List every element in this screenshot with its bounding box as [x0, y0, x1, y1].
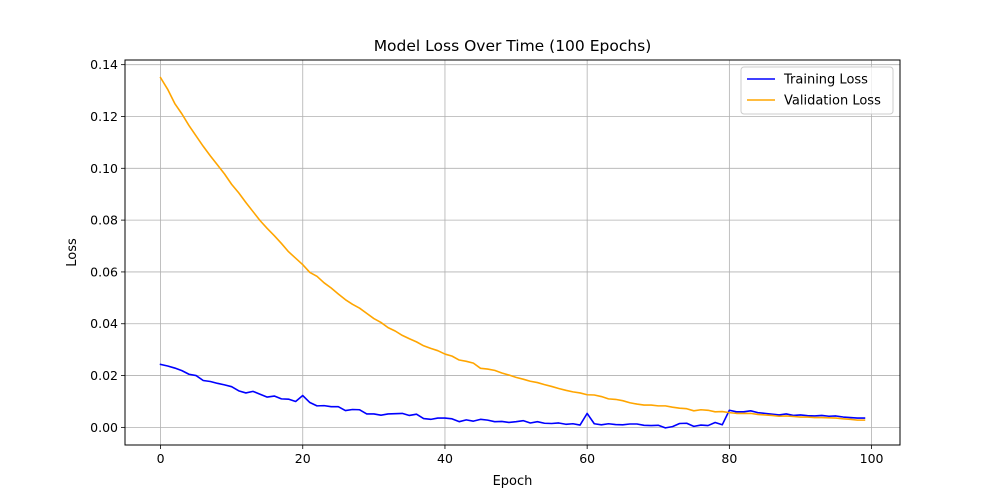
- legend-box: [740, 66, 894, 115]
- y-tick-label: 0.12: [90, 109, 118, 124]
- x-axis-label: Epoch: [493, 474, 533, 489]
- y-tick-label: 0.06: [90, 264, 118, 279]
- x-tick-label: 100: [860, 451, 884, 466]
- x-tick-label: 60: [579, 451, 595, 466]
- y-tick-label: 0.04: [90, 316, 118, 331]
- validation-loss-line: [159, 76, 866, 421]
- axis-ticks: 0 20 40 60 80 100 0.00 0.02 0.04 0.06 0.08 0.10 0.12…: [90, 57, 883, 466]
- y-tick-label: 0.14: [90, 57, 118, 72]
- plot-frame: [124, 59, 901, 446]
- legend-label: Validation Loss: [784, 94, 881, 109]
- y-tick-label: 0.00: [90, 420, 118, 435]
- series-lines: [159, 76, 866, 429]
- x-tick-label: 0: [157, 451, 165, 466]
- legend: Training Loss Validation Loss: [740, 66, 894, 115]
- training-loss-line: [159, 363, 866, 429]
- grid-lines: [125, 60, 900, 445]
- y-tick-label: 0.08: [90, 213, 118, 228]
- y-axis-label: Loss: [65, 238, 80, 267]
- y-tick-label: 0.02: [90, 368, 118, 383]
- x-tick-label: 40: [437, 451, 453, 466]
- x-tick-label: 20: [295, 451, 311, 466]
- x-tick-label: 80: [721, 451, 737, 466]
- y-tick-label: 0.10: [90, 161, 118, 176]
- legend-label: Training Loss: [783, 73, 868, 88]
- chart-title: Model Loss Over Time (100 Epochs): [374, 37, 652, 55]
